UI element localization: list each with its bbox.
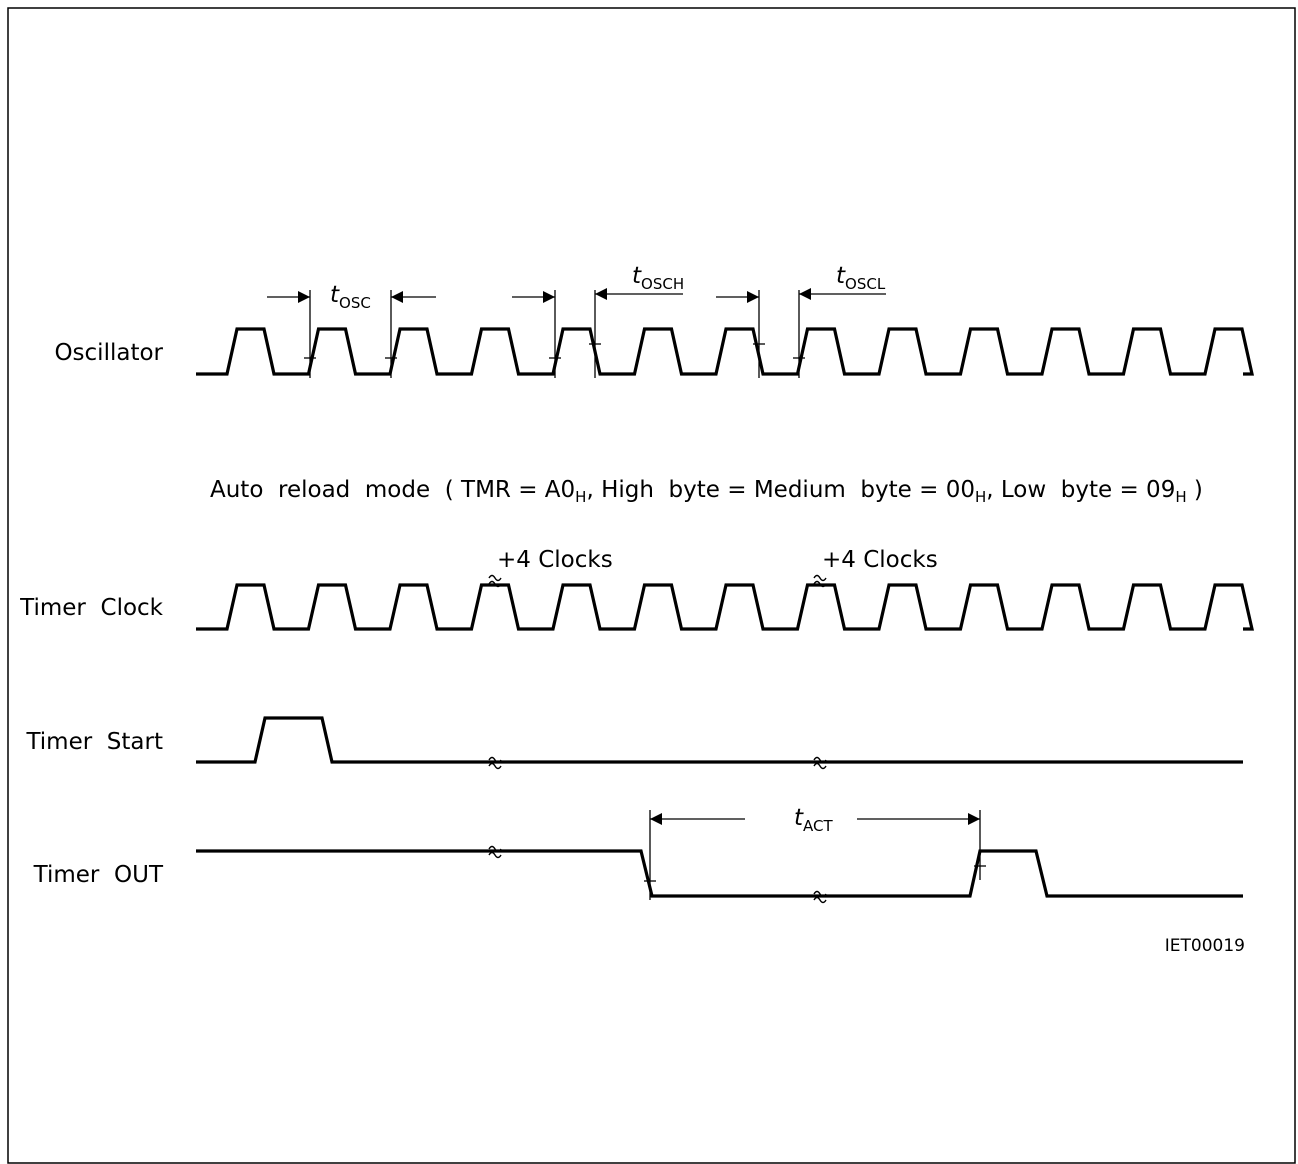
t-osch-label: tOSCH xyxy=(632,263,684,293)
t-act-refs xyxy=(644,810,986,900)
timer-clock-label: Timer Clock xyxy=(19,595,164,621)
t-oscl-arrows xyxy=(716,288,886,303)
timer-clock-waveform xyxy=(196,583,1255,631)
t-osch-arrows xyxy=(512,288,683,303)
clock-note-2: +4 Clocks xyxy=(822,547,938,573)
break-marks xyxy=(488,574,827,904)
t-osc-label: tOSC xyxy=(330,282,371,312)
clock-note-1: +4 Clocks xyxy=(497,547,613,573)
figure-code: IET00019 xyxy=(1165,936,1245,956)
t-act-label: tACT xyxy=(794,805,834,835)
timer-start-label: Timer Start xyxy=(25,729,163,755)
oscillator-waveform xyxy=(196,327,1254,376)
oscillator-timing-refs xyxy=(304,290,805,378)
timer-out-label: Timer OUT xyxy=(33,862,164,888)
figure-frame xyxy=(7,7,1296,1164)
t-oscl-label: tOSCL xyxy=(836,263,886,293)
mode-description: Auto reload mode ( TMR = A0H, High byte … xyxy=(210,477,1203,506)
timer-start-waveform xyxy=(196,716,1243,764)
timer-out-waveform xyxy=(196,849,1243,898)
oscillator-label: Oscillator xyxy=(54,340,163,366)
